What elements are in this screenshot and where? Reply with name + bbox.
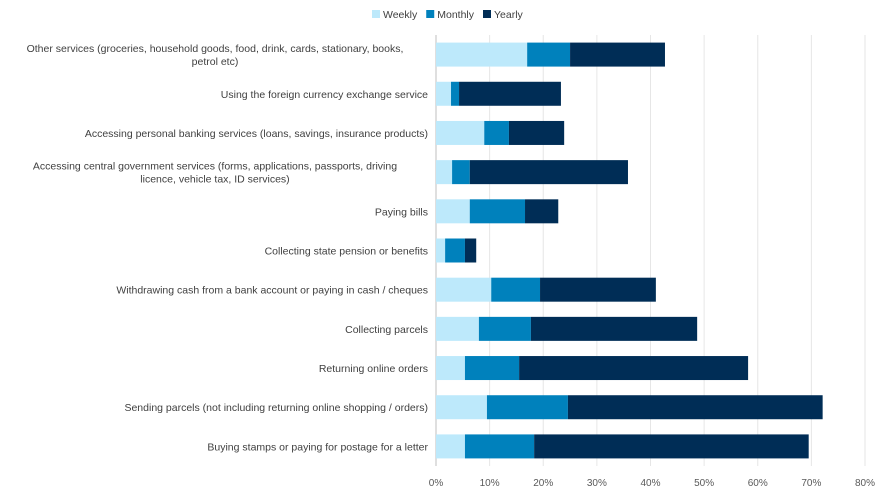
bar-segment-weekly: [436, 277, 492, 302]
x-tick-label: 20%: [533, 478, 553, 489]
bar-segment-yearly: [464, 238, 477, 263]
category-label: Paying bills: [375, 206, 428, 218]
category-label: Returning online orders: [319, 363, 428, 375]
category-label: Buying stamps or paying for postage for …: [207, 441, 428, 453]
bar-segment-weekly: [436, 199, 470, 224]
x-tick-label: 50%: [694, 478, 714, 489]
category-label: Sending parcels (not including returning…: [124, 402, 428, 414]
bar-segment-yearly: [519, 356, 749, 381]
bar-segment-yearly: [567, 395, 823, 420]
bar-segment-yearly: [469, 160, 628, 185]
bar-segment-weekly: [436, 395, 487, 420]
bar-segment-monthly: [484, 120, 509, 145]
bar-segment-weekly: [436, 120, 485, 145]
bar-segment-yearly: [459, 81, 561, 106]
x-tick-label: 40%: [640, 478, 660, 489]
x-tick-label: 0%: [429, 478, 444, 489]
bar-segment-monthly: [478, 316, 531, 341]
category-label: Accessing personal banking services (loa…: [85, 128, 428, 140]
x-tick-label: 60%: [748, 478, 768, 489]
bar-segment-monthly: [464, 356, 520, 381]
bar-segment-monthly: [451, 81, 460, 106]
bar-segment-weekly: [436, 42, 528, 67]
bar-segment-yearly: [534, 434, 809, 459]
bar-segment-monthly: [464, 434, 535, 459]
bar-segment-monthly: [491, 277, 541, 302]
bar-segment-monthly: [486, 395, 568, 420]
bar-segment-yearly: [525, 199, 559, 224]
bar-segment-yearly: [540, 277, 656, 302]
bar-segment-yearly: [570, 42, 665, 67]
x-tick-label: 80%: [855, 478, 875, 489]
x-tick-label: 30%: [587, 478, 607, 489]
bar-segment-monthly: [527, 42, 571, 67]
bar-segment-weekly: [436, 434, 465, 459]
bar-segment-yearly: [508, 120, 565, 145]
category-label: Accessing central government services (f…: [33, 161, 397, 186]
legend-swatch-monthly: [426, 10, 435, 18]
category-label: Collecting state pension or benefits: [265, 246, 428, 258]
legend-swatch-yearly: [483, 10, 491, 18]
bar-segment-yearly: [530, 316, 698, 341]
bar-segment-monthly: [469, 199, 526, 224]
bar-segment-monthly: [445, 238, 465, 263]
category-label: Other services (groceries, household goo…: [27, 43, 404, 68]
legend-label: Yearly: [494, 9, 524, 21]
bar-segment-monthly: [452, 160, 470, 185]
legend-swatch-weekly: [372, 10, 380, 18]
bar-segment-weekly: [436, 356, 465, 381]
bar-segment-weekly: [436, 160, 453, 185]
legend-label: Monthly: [437, 9, 475, 21]
category-label: Using the foreign currency exchange serv…: [221, 89, 428, 101]
category-label: Collecting parcels: [345, 324, 428, 336]
x-tick-label: 70%: [801, 478, 821, 489]
x-tick-label: 10%: [480, 478, 500, 489]
category-label: Withdrawing cash from a bank account or …: [116, 285, 428, 297]
bar-segment-weekly: [436, 81, 452, 106]
legend-label: Weekly: [383, 9, 418, 21]
bar-segment-weekly: [436, 238, 446, 263]
bar-segment-weekly: [436, 316, 479, 341]
